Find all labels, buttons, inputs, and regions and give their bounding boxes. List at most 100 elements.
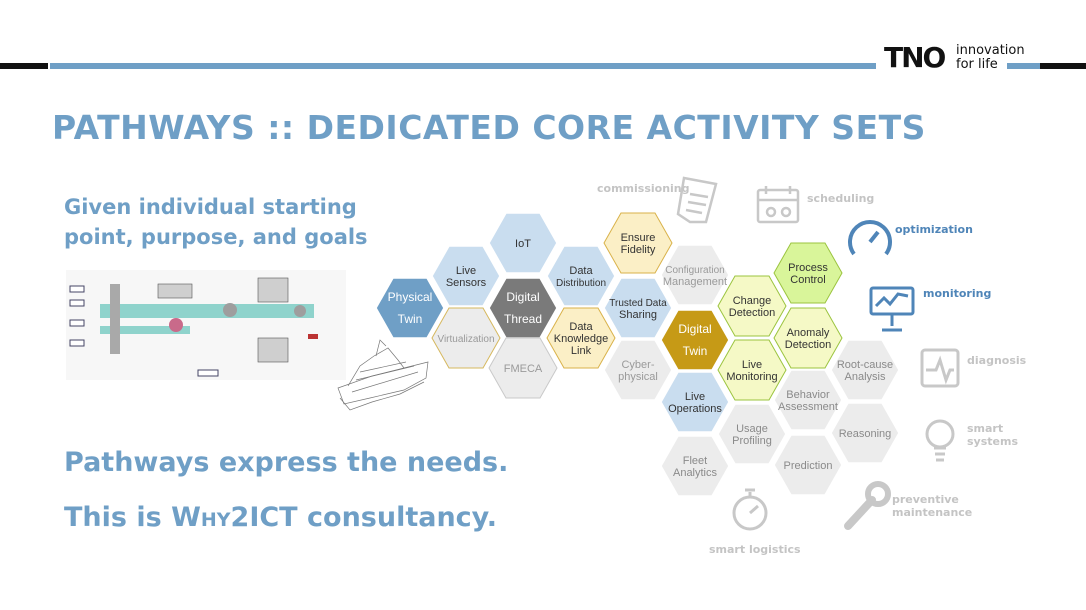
- hex-fmeca: FMECA: [488, 337, 558, 399]
- hex-label-physical-twin-2: Twin: [398, 312, 423, 326]
- hexagon-grid: PhysicalTwinLiveSensorsVirtualizationIoT…: [375, 212, 900, 497]
- hex-label-trusted-data-sharing-2: Sharing: [619, 309, 657, 321]
- hex-shape-trusted-data-sharing: [603, 277, 673, 339]
- hex-label-reasoning-1: Reasoning: [839, 428, 892, 440]
- intro-line-1: Given individual starting: [64, 195, 357, 219]
- hex-label-data-distribution-1: Data: [569, 265, 593, 277]
- diagnosis-icon: [920, 348, 960, 388]
- optimization-icon: [848, 220, 892, 256]
- hex-shape-iot: [488, 212, 558, 274]
- hex-shape-change-detection: [717, 275, 787, 337]
- hex-label-cyber-physical-2: physical: [618, 371, 658, 383]
- top-bar-blue-right: [1007, 63, 1040, 69]
- needs-statement: Pathways express the needs.: [64, 447, 509, 478]
- logo-tagline-2: for life: [956, 57, 998, 72]
- hex-shape-data-distribution: [546, 245, 616, 307]
- hex-iot: IoT: [488, 212, 558, 274]
- hex-label-change-detection-2: Detection: [729, 307, 775, 319]
- hex-label-behavior-assessment-1: Behavior: [786, 389, 830, 401]
- hex-label-root-cause-analysis-2: Analysis: [845, 371, 886, 383]
- consultancy-suffix: consultancy.: [297, 502, 498, 533]
- hex-physical-twin: Physical Twin: [375, 277, 445, 339]
- hex-virtualization: Virtualization: [431, 307, 501, 369]
- hex-label-configuration-management-2: Management: [663, 276, 727, 288]
- top-bar-left: [0, 63, 48, 69]
- hex-label-live-sensors-2: Sensors: [446, 277, 487, 289]
- hex-label-live-operations-2: Operations: [668, 403, 722, 415]
- hex-shape-virtualization: [431, 307, 501, 369]
- hex-label-live-sensors-1: Live: [456, 265, 476, 277]
- hex-reasoning: Reasoning: [830, 402, 900, 464]
- hex-digital-thread: Digital Thread: [488, 277, 558, 339]
- hex-label-cyber-physical-1: Cyber-: [621, 359, 654, 371]
- label-smart-systems: smart systems: [967, 422, 1018, 448]
- intro-text: Given individual starting point, purpose…: [64, 192, 368, 252]
- wrench-icon: [844, 481, 891, 530]
- hex-digital-twin: Digital Twin: [660, 309, 730, 371]
- hex-label-trusted-data-sharing-1: Trusted Data: [609, 298, 667, 309]
- hex-label-root-cause-analysis-1: Root-cause: [837, 359, 893, 371]
- hex-label-iot-1: IoT: [515, 238, 531, 250]
- hex-shape-cyber-physical: [603, 339, 673, 401]
- hex-label-usage-profiling-2: Profiling: [732, 435, 772, 447]
- hex-shape-fmeca: [488, 337, 558, 399]
- label-smart-logistics: smart logistics: [709, 543, 801, 556]
- hex-label-process-control-2: Control: [790, 274, 825, 286]
- hex-label-fmeca-1: FMECA: [504, 363, 543, 375]
- commissioning-icon: [676, 176, 718, 224]
- hex-shape-live-monitoring: [717, 339, 787, 401]
- logo-mark: TNO: [884, 41, 946, 74]
- hex-label-digital-thread-1: Digital: [506, 290, 539, 304]
- hex-cyber-physical: Cyber-physical: [603, 339, 673, 401]
- hex-shape-root-cause-analysis: [830, 339, 900, 401]
- hex-shape-behavior-assessment: [773, 369, 843, 431]
- lightbulb-icon: [925, 419, 955, 462]
- hex-shape-usage-profiling: [717, 403, 787, 465]
- consultancy-prefix: This is: [64, 502, 172, 533]
- hex-label-live-monitoring-2: Monitoring: [726, 371, 777, 383]
- hex-label-behavior-assessment-2: Assessment: [778, 401, 838, 413]
- logo-tagline-1: innovation: [956, 43, 1025, 58]
- hex-shape-fleet-analytics: [660, 435, 730, 497]
- hex-label-virtualization-1: Virtualization: [437, 334, 494, 345]
- hex-label-prediction-1: Prediction: [784, 460, 833, 472]
- hex-label-ensure-fidelity-1: Ensure: [621, 232, 656, 244]
- hex-shape-digital-twin: [660, 309, 730, 371]
- label-scheduling: scheduling: [807, 192, 874, 205]
- hex-label-digital-twin-1: Digital: [678, 322, 711, 336]
- hex-shape-physical-twin: [375, 277, 445, 339]
- hex-shape-digital-thread: [488, 277, 558, 339]
- hex-label-anomaly-detection-2: Detection: [785, 339, 831, 351]
- hex-label-live-monitoring-1: Live: [742, 359, 762, 371]
- hex-label-change-detection-1: Change: [733, 295, 772, 307]
- top-bar-blue: [50, 63, 876, 69]
- hex-label-ensure-fidelity-2: Fidelity: [621, 244, 656, 256]
- hex-label-process-control-1: Process: [788, 262, 828, 274]
- hex-shape-live-sensors: [431, 245, 501, 307]
- label-commissioning: commissioning: [597, 182, 690, 195]
- hex-prediction: Prediction: [773, 434, 843, 496]
- label-preventive-maintenance: preventive maintenance: [892, 493, 972, 519]
- hex-label-fleet-analytics-2: Analytics: [673, 467, 718, 479]
- hex-label-data-knowledge-link-1: Data: [569, 321, 593, 333]
- scheduling-icon: [756, 186, 800, 224]
- hex-label-data-knowledge-link-2: Knowledge: [554, 333, 608, 345]
- hvac-schematic-image: [66, 270, 346, 380]
- hex-label-data-knowledge-link-3: Link: [571, 345, 592, 357]
- label-diagnosis: diagnosis: [967, 354, 1027, 367]
- label-monitoring: monitoring: [923, 287, 991, 300]
- hex-shape-data-knowledge-link: [546, 307, 616, 369]
- hex-label-digital-twin-2: Twin: [683, 344, 708, 358]
